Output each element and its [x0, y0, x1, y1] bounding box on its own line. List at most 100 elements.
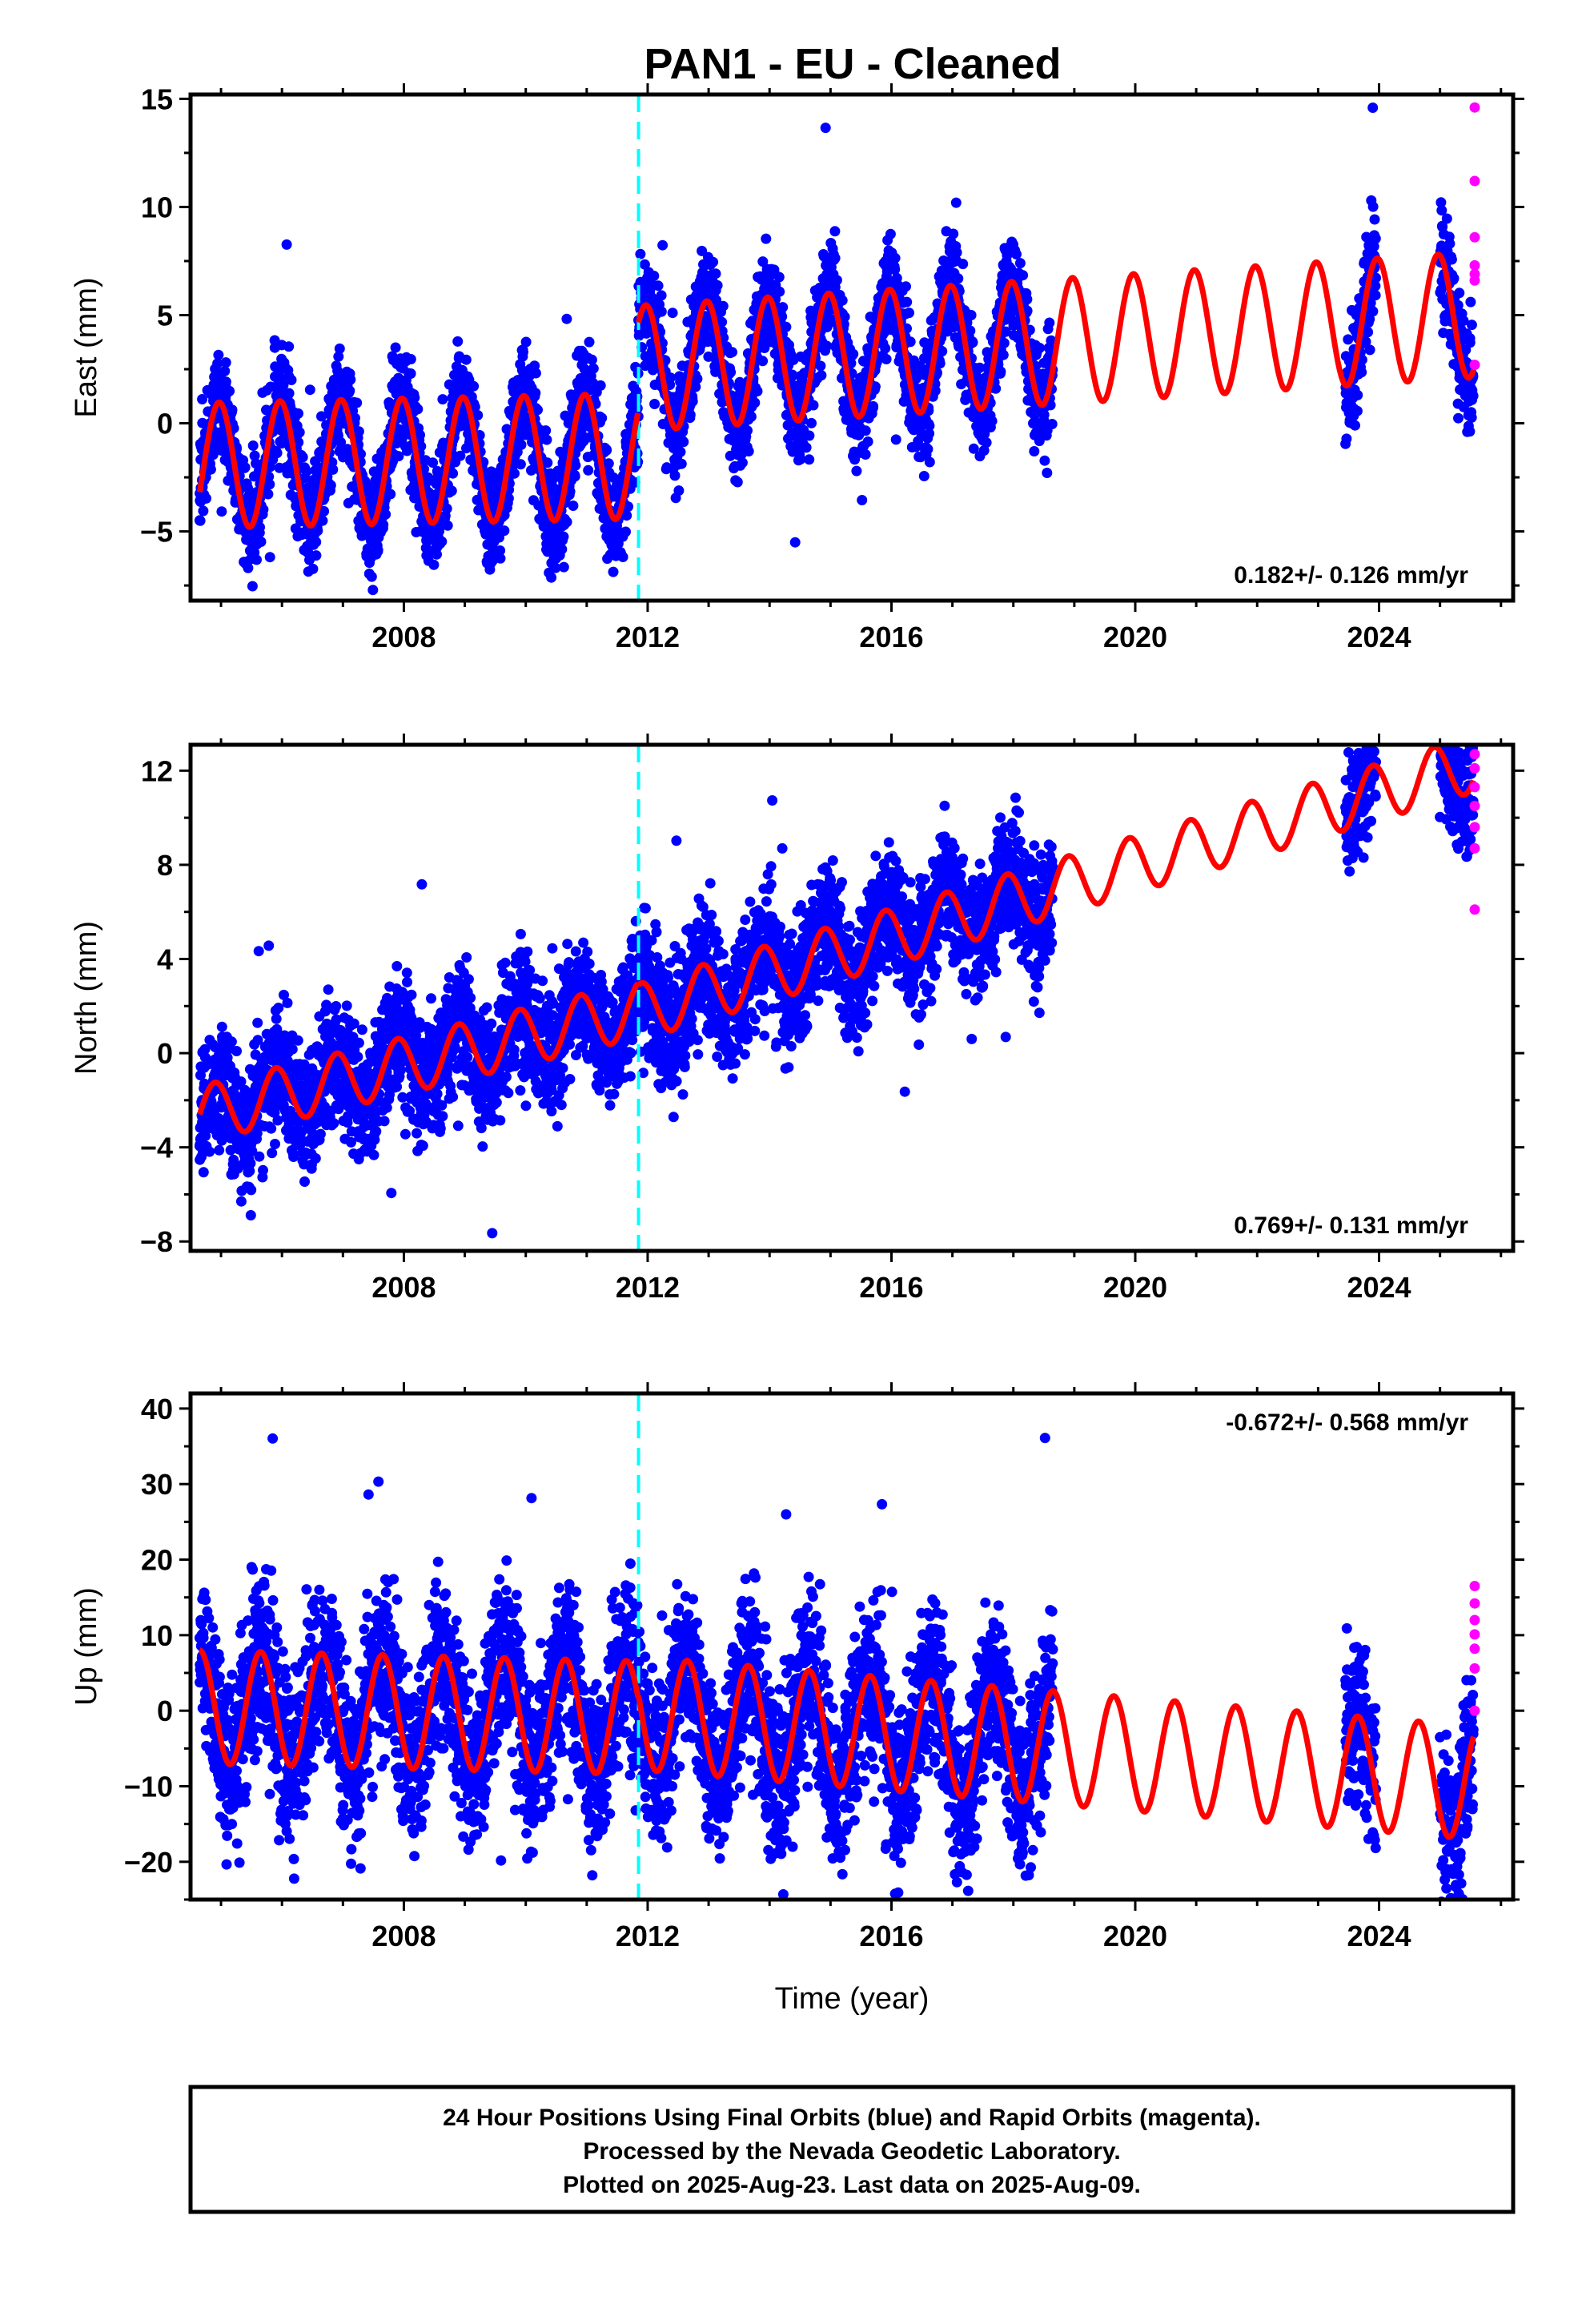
- final-orbit-point: [1466, 412, 1477, 423]
- final-orbit-point: [774, 286, 785, 297]
- final-orbit-point: [283, 388, 295, 399]
- final-orbit-point: [311, 550, 322, 561]
- y-tick-label: 15: [141, 82, 173, 115]
- final-orbit-point: [345, 374, 356, 385]
- final-orbit-point: [247, 581, 258, 592]
- final-orbit-point: [583, 464, 594, 476]
- final-orbit-point: [820, 123, 831, 134]
- final-orbit-point: [385, 489, 396, 500]
- final-orbit-point: [312, 525, 323, 537]
- final-orbit-point: [950, 197, 962, 208]
- final-orbit-point: [327, 464, 339, 475]
- final-orbit-point: [518, 347, 528, 358]
- final-orbit-point: [930, 385, 941, 396]
- final-orbit-point: [981, 437, 992, 448]
- final-orbit-point: [708, 256, 719, 267]
- final-orbit-point: [556, 544, 568, 555]
- final-orbit-point: [366, 571, 377, 582]
- final-orbit-point: [1454, 287, 1465, 299]
- final-orbit-point: [558, 561, 569, 573]
- final-orbit-point: [665, 372, 676, 384]
- final-orbit-point: [678, 436, 689, 448]
- final-orbit-point: [829, 226, 841, 237]
- final-orbit-point: [325, 480, 336, 491]
- final-orbit-point: [937, 346, 948, 357]
- final-orbit-point: [623, 501, 634, 513]
- final-orbit-point: [815, 360, 826, 372]
- final-orbit-point: [266, 1123, 277, 1134]
- final-orbit-point: [219, 365, 231, 376]
- final-orbit-point: [390, 342, 401, 353]
- final-orbit-point: [281, 239, 292, 250]
- final-orbit-point: [207, 449, 219, 460]
- y-tick-label: 10: [141, 191, 173, 223]
- final-orbit-point: [412, 404, 424, 415]
- final-orbit-point: [1356, 367, 1367, 378]
- final-orbit-point: [216, 506, 227, 517]
- final-orbit-point: [569, 471, 580, 482]
- final-orbit-point: [558, 531, 569, 542]
- final-orbit-point: [239, 462, 251, 473]
- final-orbit-point: [924, 456, 935, 468]
- final-orbit-point: [584, 336, 595, 348]
- final-orbit-point: [468, 380, 480, 392]
- final-orbit-point: [649, 399, 661, 409]
- final-orbit-point: [673, 485, 685, 497]
- rapid-orbit-point: [1469, 360, 1480, 371]
- final-orbit-point: [608, 566, 619, 577]
- final-orbit-point: [868, 400, 879, 412]
- final-orbit-point: [516, 439, 527, 450]
- final-orbit-point: [795, 453, 806, 464]
- final-orbit-point: [263, 940, 275, 951]
- final-orbit-point: [405, 354, 416, 364]
- final-orbit-point: [515, 459, 526, 470]
- final-orbit-point: [249, 450, 260, 461]
- final-orbit-point: [918, 471, 930, 481]
- final-orbit-point: [727, 347, 737, 358]
- final-orbit-point: [265, 381, 276, 392]
- final-orbit-point: [532, 404, 543, 416]
- x-tick-label: 2016: [859, 621, 923, 653]
- final-orbit-point: [434, 525, 445, 537]
- final-orbit-point: [416, 440, 427, 452]
- final-orbit-point: [253, 946, 264, 957]
- final-orbit-point: [530, 368, 541, 379]
- final-orbit-point: [675, 446, 686, 457]
- final-orbit-point: [1363, 327, 1374, 338]
- rapid-orbit-point: [1469, 275, 1480, 286]
- final-orbit-point: [293, 408, 303, 419]
- final-orbit-point: [1364, 344, 1375, 356]
- final-orbit-point: [1367, 103, 1379, 113]
- final-orbit-point: [588, 363, 599, 374]
- final-orbit-point: [829, 252, 841, 263]
- final-orbit-point: [1341, 433, 1352, 444]
- final-orbit-point: [293, 436, 304, 448]
- final-orbit-point: [530, 388, 541, 399]
- final-orbit-point: [869, 381, 881, 392]
- final-orbit-point: [245, 1158, 256, 1169]
- final-orbit-point: [690, 381, 701, 392]
- final-orbit-point: [301, 466, 312, 476]
- final-orbit-point: [862, 436, 873, 447]
- final-orbit-point: [286, 375, 297, 385]
- final-orbit-point: [212, 358, 223, 369]
- y-tick-label: 0: [157, 408, 173, 440]
- final-orbit-point: [255, 537, 267, 547]
- final-orbit-point: [333, 351, 344, 362]
- final-orbit-point: [216, 1021, 227, 1032]
- final-orbit-point: [220, 376, 231, 388]
- final-orbit-point: [317, 515, 328, 526]
- final-orbit-point: [851, 465, 862, 476]
- final-orbit-point: [258, 1164, 268, 1176]
- final-orbit-point: [393, 451, 404, 462]
- final-orbit-point: [460, 354, 472, 365]
- north-plot-area: [194, 745, 1480, 1251]
- final-orbit-point: [801, 442, 812, 453]
- final-orbit-point: [1370, 233, 1381, 244]
- final-orbit-point: [546, 572, 557, 583]
- final-orbit-point: [213, 349, 224, 360]
- final-orbit-point: [282, 997, 293, 1008]
- final-orbit-point: [692, 373, 703, 384]
- final-orbit-point: [224, 385, 235, 396]
